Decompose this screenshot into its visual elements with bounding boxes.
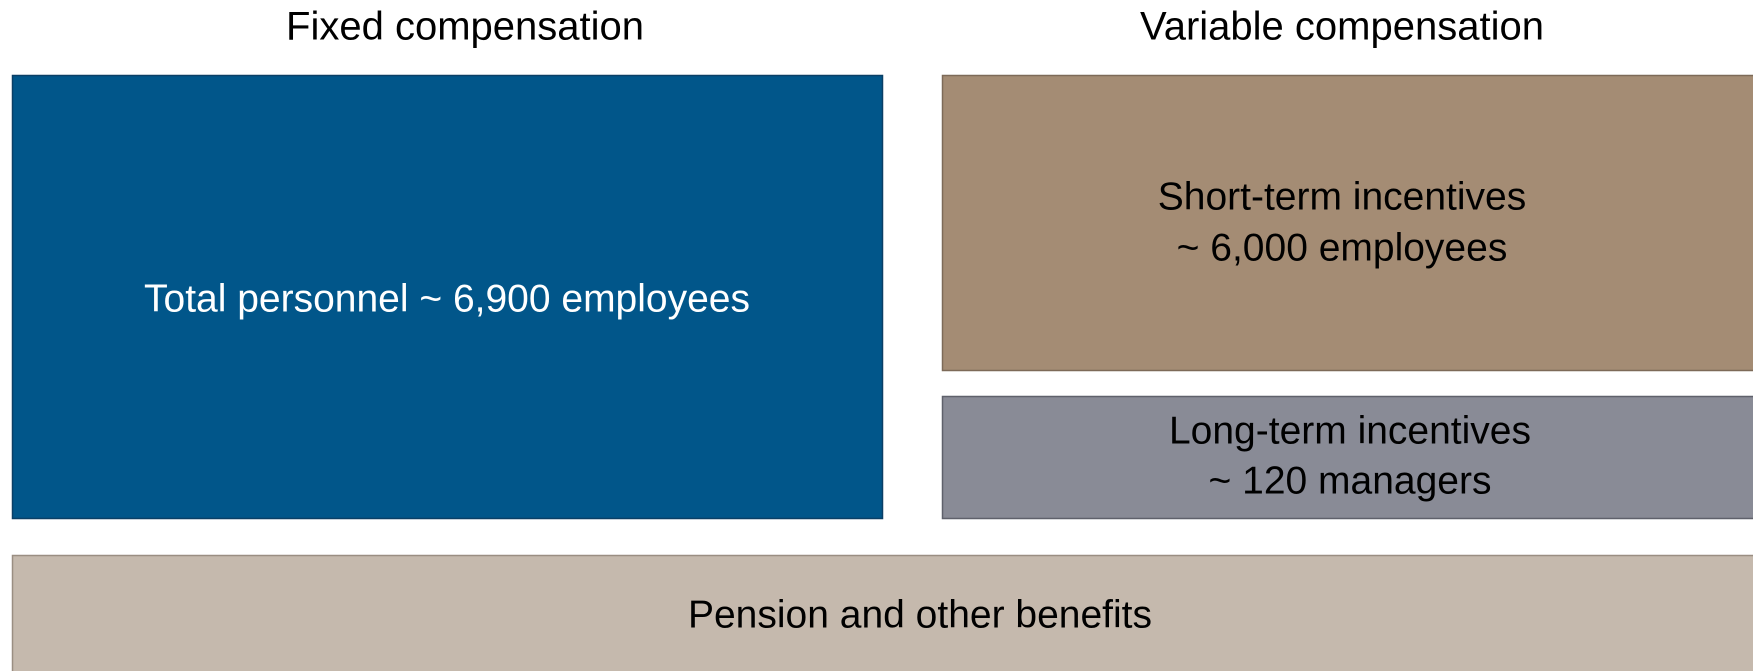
short-term-label: Short-term incentives [1158, 175, 1526, 218]
fixed-label: Total personnel ~ 6,900 employees [144, 277, 750, 320]
variable-header: Variable compensation [1140, 5, 1544, 49]
short-term-label: ~ 6,000 employees [1177, 226, 1508, 269]
long-term-label: ~ 120 managers [1209, 459, 1492, 502]
fixed-box [11, 74, 884, 520]
long-term-box [941, 395, 1753, 520]
fixed-header: Fixed compensation [286, 5, 644, 49]
benefits-label: Pension and other benefits [688, 593, 1152, 636]
short-term-box [941, 74, 1753, 372]
benefits-box [11, 554, 1753, 671]
long-term-label: Long-term incentives [1169, 409, 1531, 452]
